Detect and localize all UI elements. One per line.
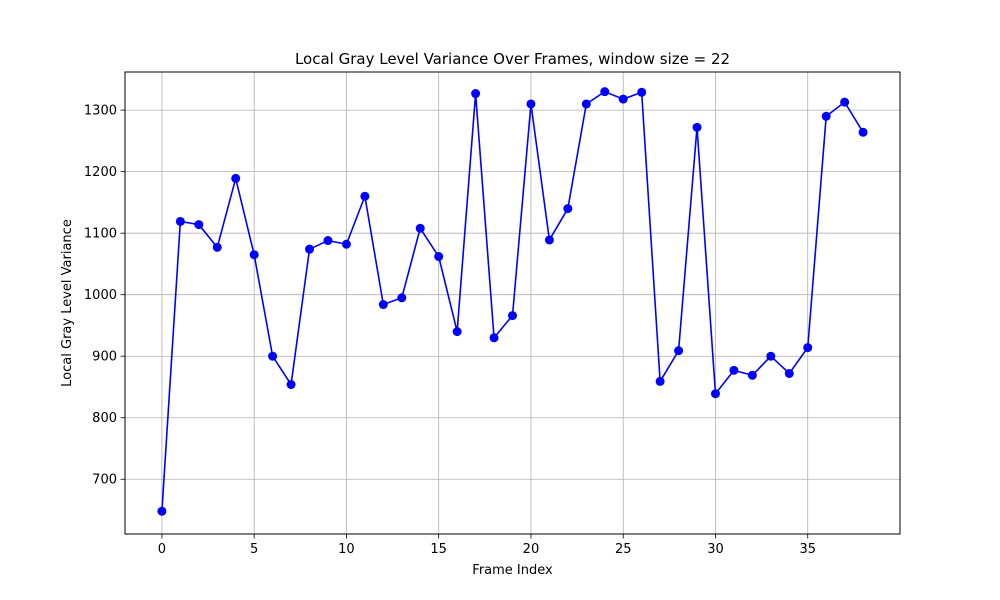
data-point [563,204,573,214]
data-point [581,99,591,109]
data-point [397,293,407,303]
data-point [655,376,665,386]
data-point [858,127,868,137]
y-tick-label: 700 [92,473,117,488]
data-point [415,223,425,233]
data-point [434,252,444,262]
y-tick-label: 800 [92,411,117,426]
data-point [157,506,167,516]
x-tick-label: 30 [707,542,724,557]
data-point [637,87,647,97]
data-point [360,191,370,201]
data-point [692,122,702,132]
data-point [710,389,720,399]
data-point [729,365,739,375]
y-tick-label: 1200 [84,165,117,180]
y-axis-label: Local Gray Level Variance [60,219,75,387]
data-point [747,370,757,380]
data-point [821,111,831,121]
data-point [618,94,628,104]
data-point [194,220,204,230]
data-point [784,368,794,378]
data-point [600,87,610,97]
data-point [526,99,536,109]
y-tick-label: 1000 [84,288,117,303]
y-tick-label: 900 [92,350,117,365]
data-point [175,216,185,226]
y-tick-label: 1100 [84,227,117,242]
data-point [341,239,351,249]
chart-title: Local Gray Level Variance Over Frames, w… [295,50,730,68]
y-axis-ticks: 700 800 900 1000 1100 1200 1300 [84,104,125,488]
x-axis-ticks: 0 5 10 15 20 25 30 35 [158,534,816,557]
data-point [840,97,850,107]
x-tick-label: 5 [250,542,258,557]
x-tick-label: 10 [338,542,355,557]
data-point [452,327,462,337]
data-point [323,236,333,246]
data-point [249,250,259,260]
x-tick-label: 0 [158,542,166,557]
data-point [471,89,481,99]
data-point [305,244,315,254]
series-line [161,90,864,512]
data-point [803,343,813,353]
series-layer [157,87,868,516]
x-tick-label: 20 [523,542,540,557]
data-point [766,351,776,361]
x-tick-label: 35 [799,542,816,557]
data-point [212,242,222,252]
x-tick-label: 25 [615,542,632,557]
data-point [674,346,684,356]
data-point [268,351,278,361]
x-axis-label: Frame Index [472,563,553,578]
data-point [378,300,388,310]
data-point [508,311,517,321]
plot-area [124,71,901,535]
x-tick-label: 15 [430,542,447,557]
grid-lines [125,72,900,534]
data-point [286,380,296,390]
data-point [231,173,241,183]
data-point [544,235,554,245]
data-point [489,333,499,343]
y-tick-label: 1300 [84,104,117,119]
